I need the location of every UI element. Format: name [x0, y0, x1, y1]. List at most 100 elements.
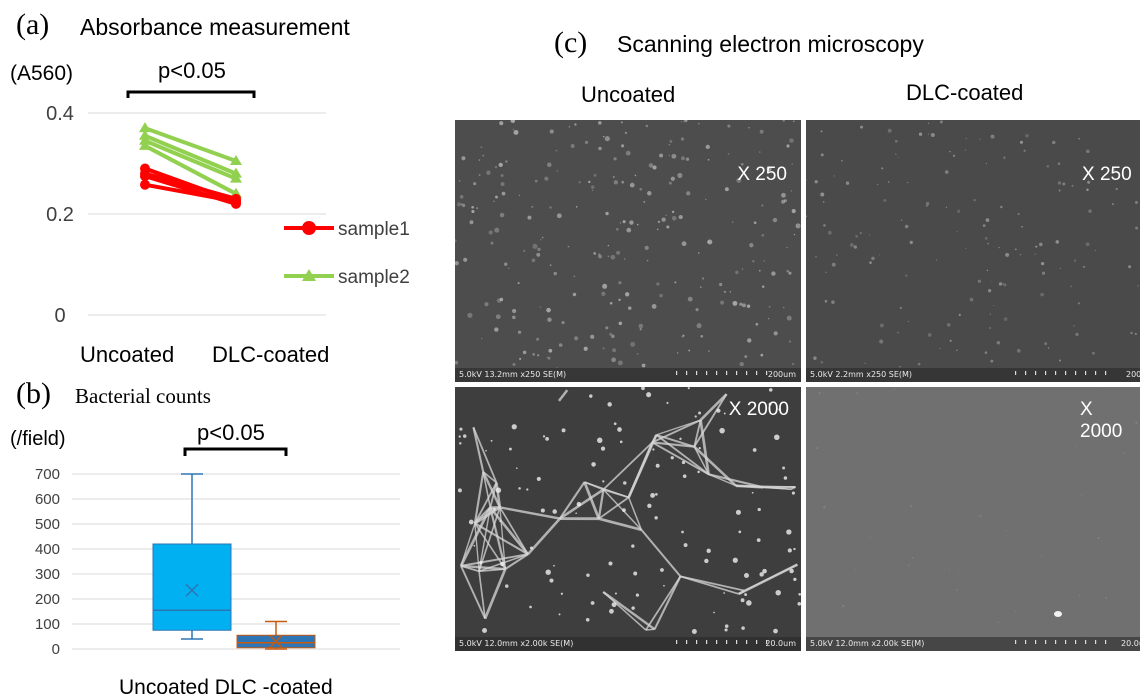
scale-bar-tick	[1105, 640, 1106, 644]
sem-info-bar: 5.0kV 13.2mm x250 SE(M)	[459, 370, 566, 379]
scale-bar-tick	[686, 640, 687, 644]
sem-texture-particle	[613, 176, 615, 178]
sem-texture-particle	[623, 481, 626, 484]
sem-texture-particle	[500, 562, 504, 566]
panel-c-letter: (c)	[554, 26, 587, 60]
sem-texture-particle	[748, 127, 749, 128]
sem-texture-particle	[615, 592, 617, 594]
sem-texture-particle	[649, 163, 654, 168]
sem-texture-particle	[455, 261, 459, 265]
sem-texture-particle	[953, 155, 955, 157]
scale-bar-tick	[686, 371, 687, 375]
sem-texture-particle	[681, 156, 685, 160]
sem-texture-particle	[681, 336, 683, 338]
sem-texture-particle	[469, 520, 474, 525]
sem-texture-particle	[553, 565, 555, 567]
sem-texture-particle	[700, 286, 701, 287]
sem-texture-particle	[698, 252, 700, 254]
sem-texture-particle	[630, 183, 635, 188]
sem-texture-particle	[912, 557, 913, 558]
sem-texture-particle	[884, 199, 887, 202]
sem-texture-particle	[1039, 243, 1043, 247]
sem-texture-particle	[573, 293, 576, 296]
sem-texture-particle	[947, 323, 951, 327]
sem-texture-particle	[493, 201, 495, 203]
sem-texture-particle	[773, 218, 777, 222]
sem-texture-particle	[704, 559, 708, 563]
sem-texture-particle	[773, 629, 778, 634]
sem-network-strand	[485, 569, 505, 619]
sem-texture-particle	[928, 123, 930, 125]
sem-texture-particle	[813, 356, 817, 360]
sem-network-strand	[599, 519, 642, 530]
y-tick-label: 0	[52, 641, 60, 658]
sem-texture-particle	[508, 268, 510, 270]
sem-texture-particle	[1005, 530, 1007, 532]
sem-texture-particle	[653, 165, 657, 169]
sem-texture-particle	[489, 230, 493, 234]
sem-texture-particle	[758, 508, 761, 511]
sem-texture-particle	[1112, 203, 1114, 205]
column-label-dlc: DLC-coated	[906, 80, 1023, 106]
sem-texture-particle	[910, 241, 913, 244]
scale-bar-tick	[1085, 371, 1086, 375]
sem-texture-particle	[586, 573, 589, 576]
sem-texture-particle	[527, 216, 531, 220]
sem-texture-particle	[815, 256, 817, 258]
sem-texture-particle	[537, 248, 540, 251]
sem-texture-particle	[459, 442, 461, 444]
sem-texture-particle	[642, 364, 646, 368]
sem-texture-particle	[683, 474, 687, 478]
sem-texture-particle	[1079, 595, 1081, 597]
sem-texture-particle	[759, 270, 761, 272]
sem-texture-particle	[616, 251, 620, 255]
sem-texture-particle	[1128, 265, 1131, 268]
sem-texture-particle	[1041, 262, 1044, 265]
sem-network-strand	[560, 482, 585, 519]
sem-texture-particle	[979, 515, 981, 517]
sem-texture-particle	[774, 434, 780, 440]
sem-texture-particle	[1098, 537, 1100, 539]
sem-texture-particle	[792, 492, 795, 495]
sem-texture-particle	[708, 159, 710, 161]
sem-texture-particle	[936, 259, 937, 260]
sem-texture-particle	[519, 195, 520, 196]
sem-texture-particle	[950, 340, 952, 342]
sem-texture-particle	[768, 318, 769, 319]
sem-texture-particle	[985, 351, 988, 354]
y-tick-label: 500	[35, 516, 60, 533]
sem-texture-particle	[692, 629, 697, 634]
sem-texture-particle	[658, 221, 660, 223]
scale-bar-tick	[1035, 371, 1036, 375]
sem-texture-particle	[844, 482, 845, 483]
sem-texture-particle	[713, 612, 715, 614]
sem-texture-particle	[1015, 249, 1017, 251]
sem-texture-particle	[609, 333, 612, 336]
sem-texture-particle	[590, 335, 594, 339]
sem-texture-particle	[752, 260, 754, 262]
sem-texture-particle	[1020, 141, 1023, 144]
scale-bar-tick	[1025, 371, 1026, 375]
sem-texture-particle	[471, 206, 474, 209]
sem-texture-particle	[1021, 226, 1023, 228]
scale-bar-tick	[746, 371, 747, 375]
scale-bar-label: 200um	[768, 370, 796, 379]
sem-texture-particle	[756, 323, 759, 326]
sem-texture-particle	[716, 409, 720, 413]
scale-bar-label: 20.0um	[765, 639, 796, 648]
sem-texture-particle	[724, 628, 727, 631]
sem-texture-particle	[782, 120, 784, 122]
sem-texture-particle	[619, 322, 622, 325]
sem-texture-particle	[1047, 165, 1050, 168]
sem-texture-particle	[1095, 631, 1096, 632]
sem-texture-particle	[537, 477, 541, 481]
sem-texture-particle	[989, 609, 990, 610]
sem-texture-particle	[501, 182, 505, 186]
sem-texture-particle	[836, 254, 838, 256]
sem-texture-particle	[674, 281, 676, 283]
sem-texture-particle	[1058, 162, 1061, 165]
sem-texture-particle	[505, 584, 508, 587]
sem-texture-particle	[500, 298, 504, 302]
sem-texture-particle	[791, 190, 793, 192]
sem-texture-particle	[588, 181, 590, 183]
